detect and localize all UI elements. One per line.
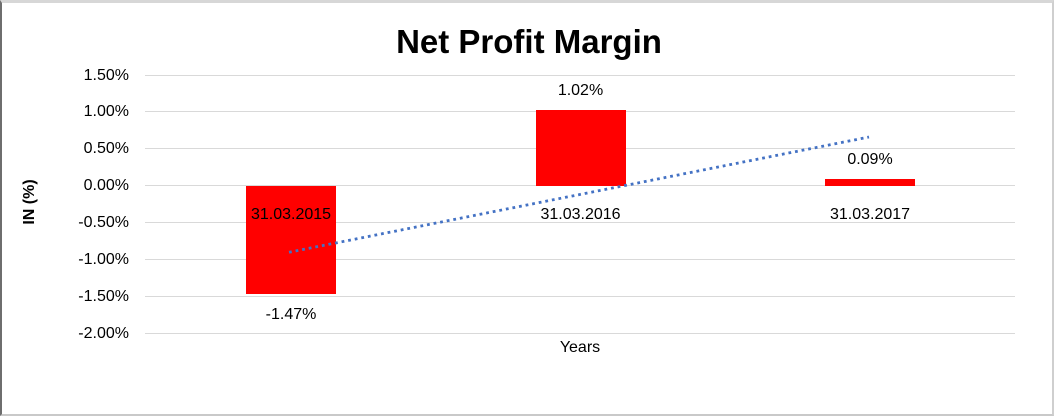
chart-title: Net Profit Margin (396, 23, 662, 60)
y-tick-label: 1.50% (83, 66, 129, 84)
y-tick-label: 1.00% (83, 103, 129, 121)
data-label: 1.02% (557, 82, 604, 100)
bar-31.03.2017 (825, 179, 915, 186)
y-tick-label: -1.50% (78, 288, 129, 306)
category-label: 31.03.2016 (540, 206, 621, 224)
data-label: -1.47% (265, 306, 317, 324)
y-tick-label: 0.00% (83, 177, 129, 195)
gridline (145, 74, 1015, 76)
gridline (145, 296, 1015, 298)
data-label: 0.09% (847, 151, 893, 169)
category-label: 31.03.2015 (250, 206, 332, 224)
y-axis-title: IN (%) (21, 179, 38, 225)
category-label: 31.03.2017 (829, 206, 911, 224)
y-tick-label: -0.50% (78, 214, 129, 232)
gridline (145, 333, 1015, 334)
y-tick-label: 0.50% (83, 140, 129, 158)
y-tick-label: -1.00% (78, 251, 129, 269)
bar-31.03.2016 (535, 110, 626, 186)
y-tick-label: -2.00% (78, 325, 129, 342)
bar-31.03.2015 (246, 185, 336, 295)
x-axis-title: Years (559, 339, 601, 356)
gridline (145, 259, 1015, 261)
